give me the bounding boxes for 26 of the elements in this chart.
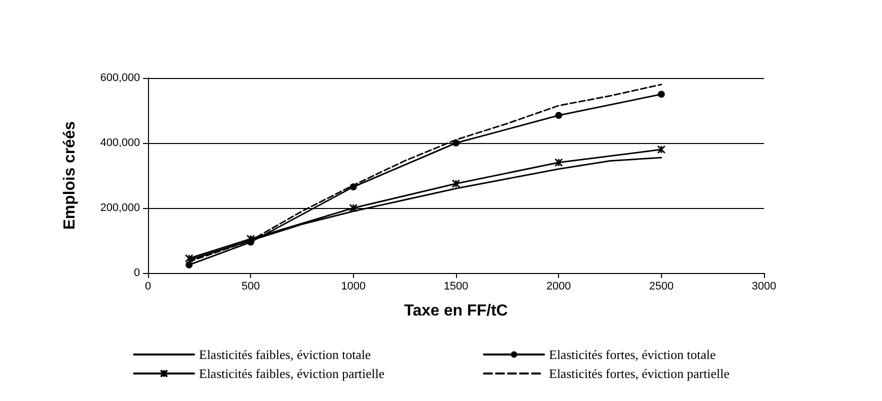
point	[452, 179, 460, 188]
y-axis-title: Emplois créés	[62, 121, 78, 230]
point	[349, 204, 358, 212]
point	[452, 140, 460, 146]
y-tick-label: 400,000	[100, 137, 140, 149]
legend-label: Elasticités faibles, éviction partielle	[199, 366, 385, 381]
legend-label: Elasticités faibles, éviction totale	[199, 347, 372, 362]
point	[658, 90, 665, 98]
point	[246, 234, 255, 244]
legend-label: Elasticités fortes, éviction totale	[549, 347, 716, 362]
point	[350, 183, 357, 190]
legend-label: Elasticités fortes, éviction partielle	[549, 366, 730, 381]
x-tick-label: 0	[144, 280, 152, 292]
x-tick-label: 3000	[752, 280, 776, 292]
point	[555, 112, 562, 119]
x-tick-label: 1000	[341, 280, 366, 292]
x-axis-title: Taxe en FF/tC	[404, 302, 508, 320]
x-tick-label: 1500	[444, 280, 468, 292]
point	[554, 158, 563, 167]
y-tick-label: 600,000	[100, 72, 140, 84]
x-tick-label: 2000	[546, 280, 571, 292]
y-tick-label: 0	[134, 267, 140, 279]
point	[186, 261, 193, 268]
x-tick-label: 500	[241, 280, 260, 292]
x-tick-label: 2500	[649, 280, 674, 292]
y-tick-label: 200,000	[100, 202, 140, 214]
